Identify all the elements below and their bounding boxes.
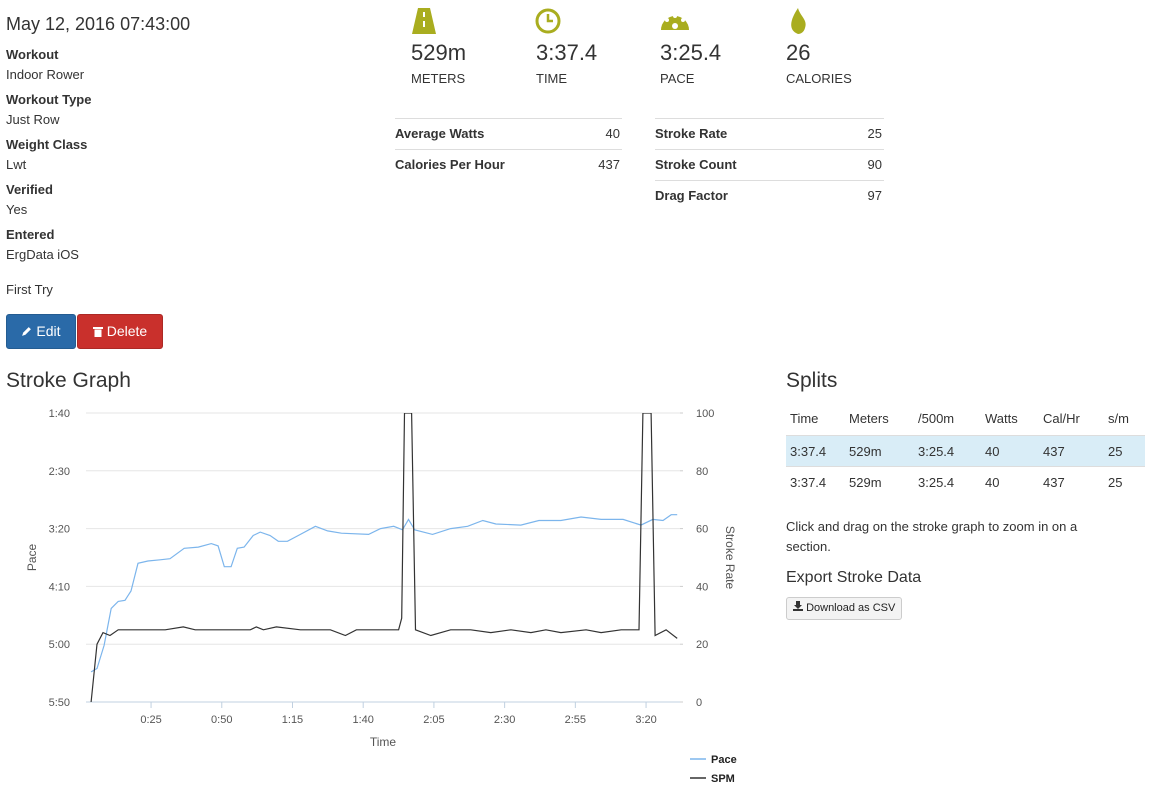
download-icon	[793, 601, 803, 611]
stat-value: 529m	[411, 40, 467, 65]
metric-row: Drag Factor 97	[655, 180, 884, 212]
stat-value: 26	[786, 40, 811, 65]
y-tick-label: 3:20	[49, 524, 70, 536]
split-cell: 3:25.4	[918, 475, 955, 490]
stroke-chart: 1:40 2:30 3:20 4:10 5:00 5:50 0 20 40 60 80 100 0:25…	[25, 408, 737, 785]
section-title: Splits	[786, 369, 838, 392]
edit-button[interactable]: Edit	[6, 314, 76, 349]
y2-tick-label: 20	[696, 639, 708, 651]
metric-label: Calories Per Hour	[395, 157, 505, 172]
metric-row: Stroke Rate 25	[655, 118, 884, 150]
section-title: Stroke Graph	[6, 369, 131, 392]
detail-label: Entered	[6, 227, 55, 242]
metric-label: Stroke Count	[655, 157, 737, 172]
metric-value: 25	[867, 126, 882, 141]
metric-value: 40	[605, 126, 620, 141]
download-button[interactable]: Download as CSV	[786, 597, 903, 620]
download-label: Download as CSV	[806, 602, 896, 614]
y-tick-label: 5:50	[49, 697, 70, 709]
x-tick-label: 2:30	[494, 714, 515, 726]
detail-value: ErgData iOS	[6, 247, 79, 262]
detail-value: Yes	[6, 202, 28, 217]
trash-icon	[92, 327, 103, 337]
split-cell: 529m	[849, 475, 882, 490]
column-header: Watts	[985, 411, 1018, 426]
split-cell: 3:37.4	[790, 444, 827, 459]
column-header: /500m	[918, 411, 955, 426]
split-cell: 25	[1108, 475, 1123, 490]
detail-label: Weight Class	[6, 137, 88, 152]
detail-label: Verified	[6, 182, 53, 197]
metric-value: 97	[867, 188, 882, 203]
series-line	[90, 413, 678, 702]
x-axis-title: Time	[370, 735, 397, 749]
workout-date: May 12, 2016 07:43:00	[6, 14, 191, 34]
x-tick-label: 0:25	[140, 714, 161, 726]
y2-tick-label: 0	[696, 697, 702, 709]
stat-label: METERS	[411, 71, 466, 86]
y2-tick-label: 40	[696, 581, 708, 593]
split-cell: 529m	[849, 444, 882, 459]
detail-label: Workout	[6, 47, 59, 62]
metric-row: Stroke Count 90	[655, 149, 884, 181]
split-cell: 437	[1043, 475, 1065, 490]
edit-label: Edit	[36, 323, 61, 339]
column-header: Cal/Hr	[1043, 411, 1080, 426]
header-row	[786, 404, 1145, 437]
stat-label: TIME	[536, 71, 568, 86]
detail-value: Just Row	[6, 112, 60, 127]
split-cell: 3:37.4	[790, 475, 827, 490]
delete-button[interactable]: Delete	[77, 314, 163, 349]
x-tick-label: 2:05	[423, 714, 444, 726]
pencil-icon	[22, 327, 32, 336]
y-tick-label: 4:10	[49, 581, 70, 593]
split-cell: 25	[1108, 444, 1123, 459]
stat-value: 3:25.4	[660, 40, 722, 65]
y2-axis-title: Stroke Rate	[723, 526, 737, 590]
metric-label: Drag Factor	[655, 188, 728, 203]
column-header: s/m	[1108, 411, 1129, 426]
detail-value: Lwt	[6, 157, 27, 172]
stat-icons	[412, 8, 806, 34]
y-tick-label: 5:00	[49, 639, 70, 651]
detail-label: Workout Type	[6, 92, 92, 107]
y-tick-label: 1:40	[49, 408, 70, 420]
split-row	[786, 466, 1145, 498]
zoom-hint: Click and drag on the stroke graph to zo…	[786, 519, 1078, 554]
column-header: Meters	[849, 411, 889, 426]
x-tick-label: 0:50	[211, 714, 232, 726]
metric-value: 90	[867, 157, 882, 172]
x-tick-label: 2:55	[565, 714, 586, 726]
y2-tick-label: 60	[696, 524, 708, 536]
export-title: Export Stroke Data	[786, 569, 922, 586]
metric-value: 437	[598, 157, 620, 172]
split-cell: 3:25.4	[918, 444, 955, 459]
split-cell: 40	[985, 444, 1000, 459]
x-tick-label: 3:20	[635, 714, 656, 726]
stat-value: 3:37.4	[536, 40, 598, 65]
series-line	[90, 514, 678, 673]
stat-label: CALORIES	[786, 71, 852, 86]
y2-tick-label: 80	[696, 466, 708, 478]
split-cell: 437	[1043, 444, 1065, 459]
y-axis-title: Pace	[25, 544, 39, 572]
legend-label: Pace	[711, 754, 737, 766]
metric-label: Average Watts	[395, 126, 485, 141]
stat-label: PACE	[660, 71, 695, 86]
split-row	[786, 435, 1145, 467]
metric-label: Stroke Rate	[655, 126, 728, 141]
comment: First Try	[6, 282, 53, 297]
detail-value: Indoor Rower	[6, 67, 85, 82]
delete-label: Delete	[106, 323, 148, 339]
x-tick-label: 1:15	[282, 714, 303, 726]
legend-label: SPM	[711, 773, 735, 785]
column-header: Time	[790, 411, 819, 426]
metric-row: Calories Per Hour 437	[395, 149, 622, 181]
split-cell: 40	[985, 475, 1000, 490]
x-tick-label: 1:40	[352, 714, 373, 726]
y-tick-label: 2:30	[49, 466, 70, 478]
metric-row: Average Watts 40	[395, 118, 622, 150]
y2-tick-label: 100	[696, 408, 714, 420]
